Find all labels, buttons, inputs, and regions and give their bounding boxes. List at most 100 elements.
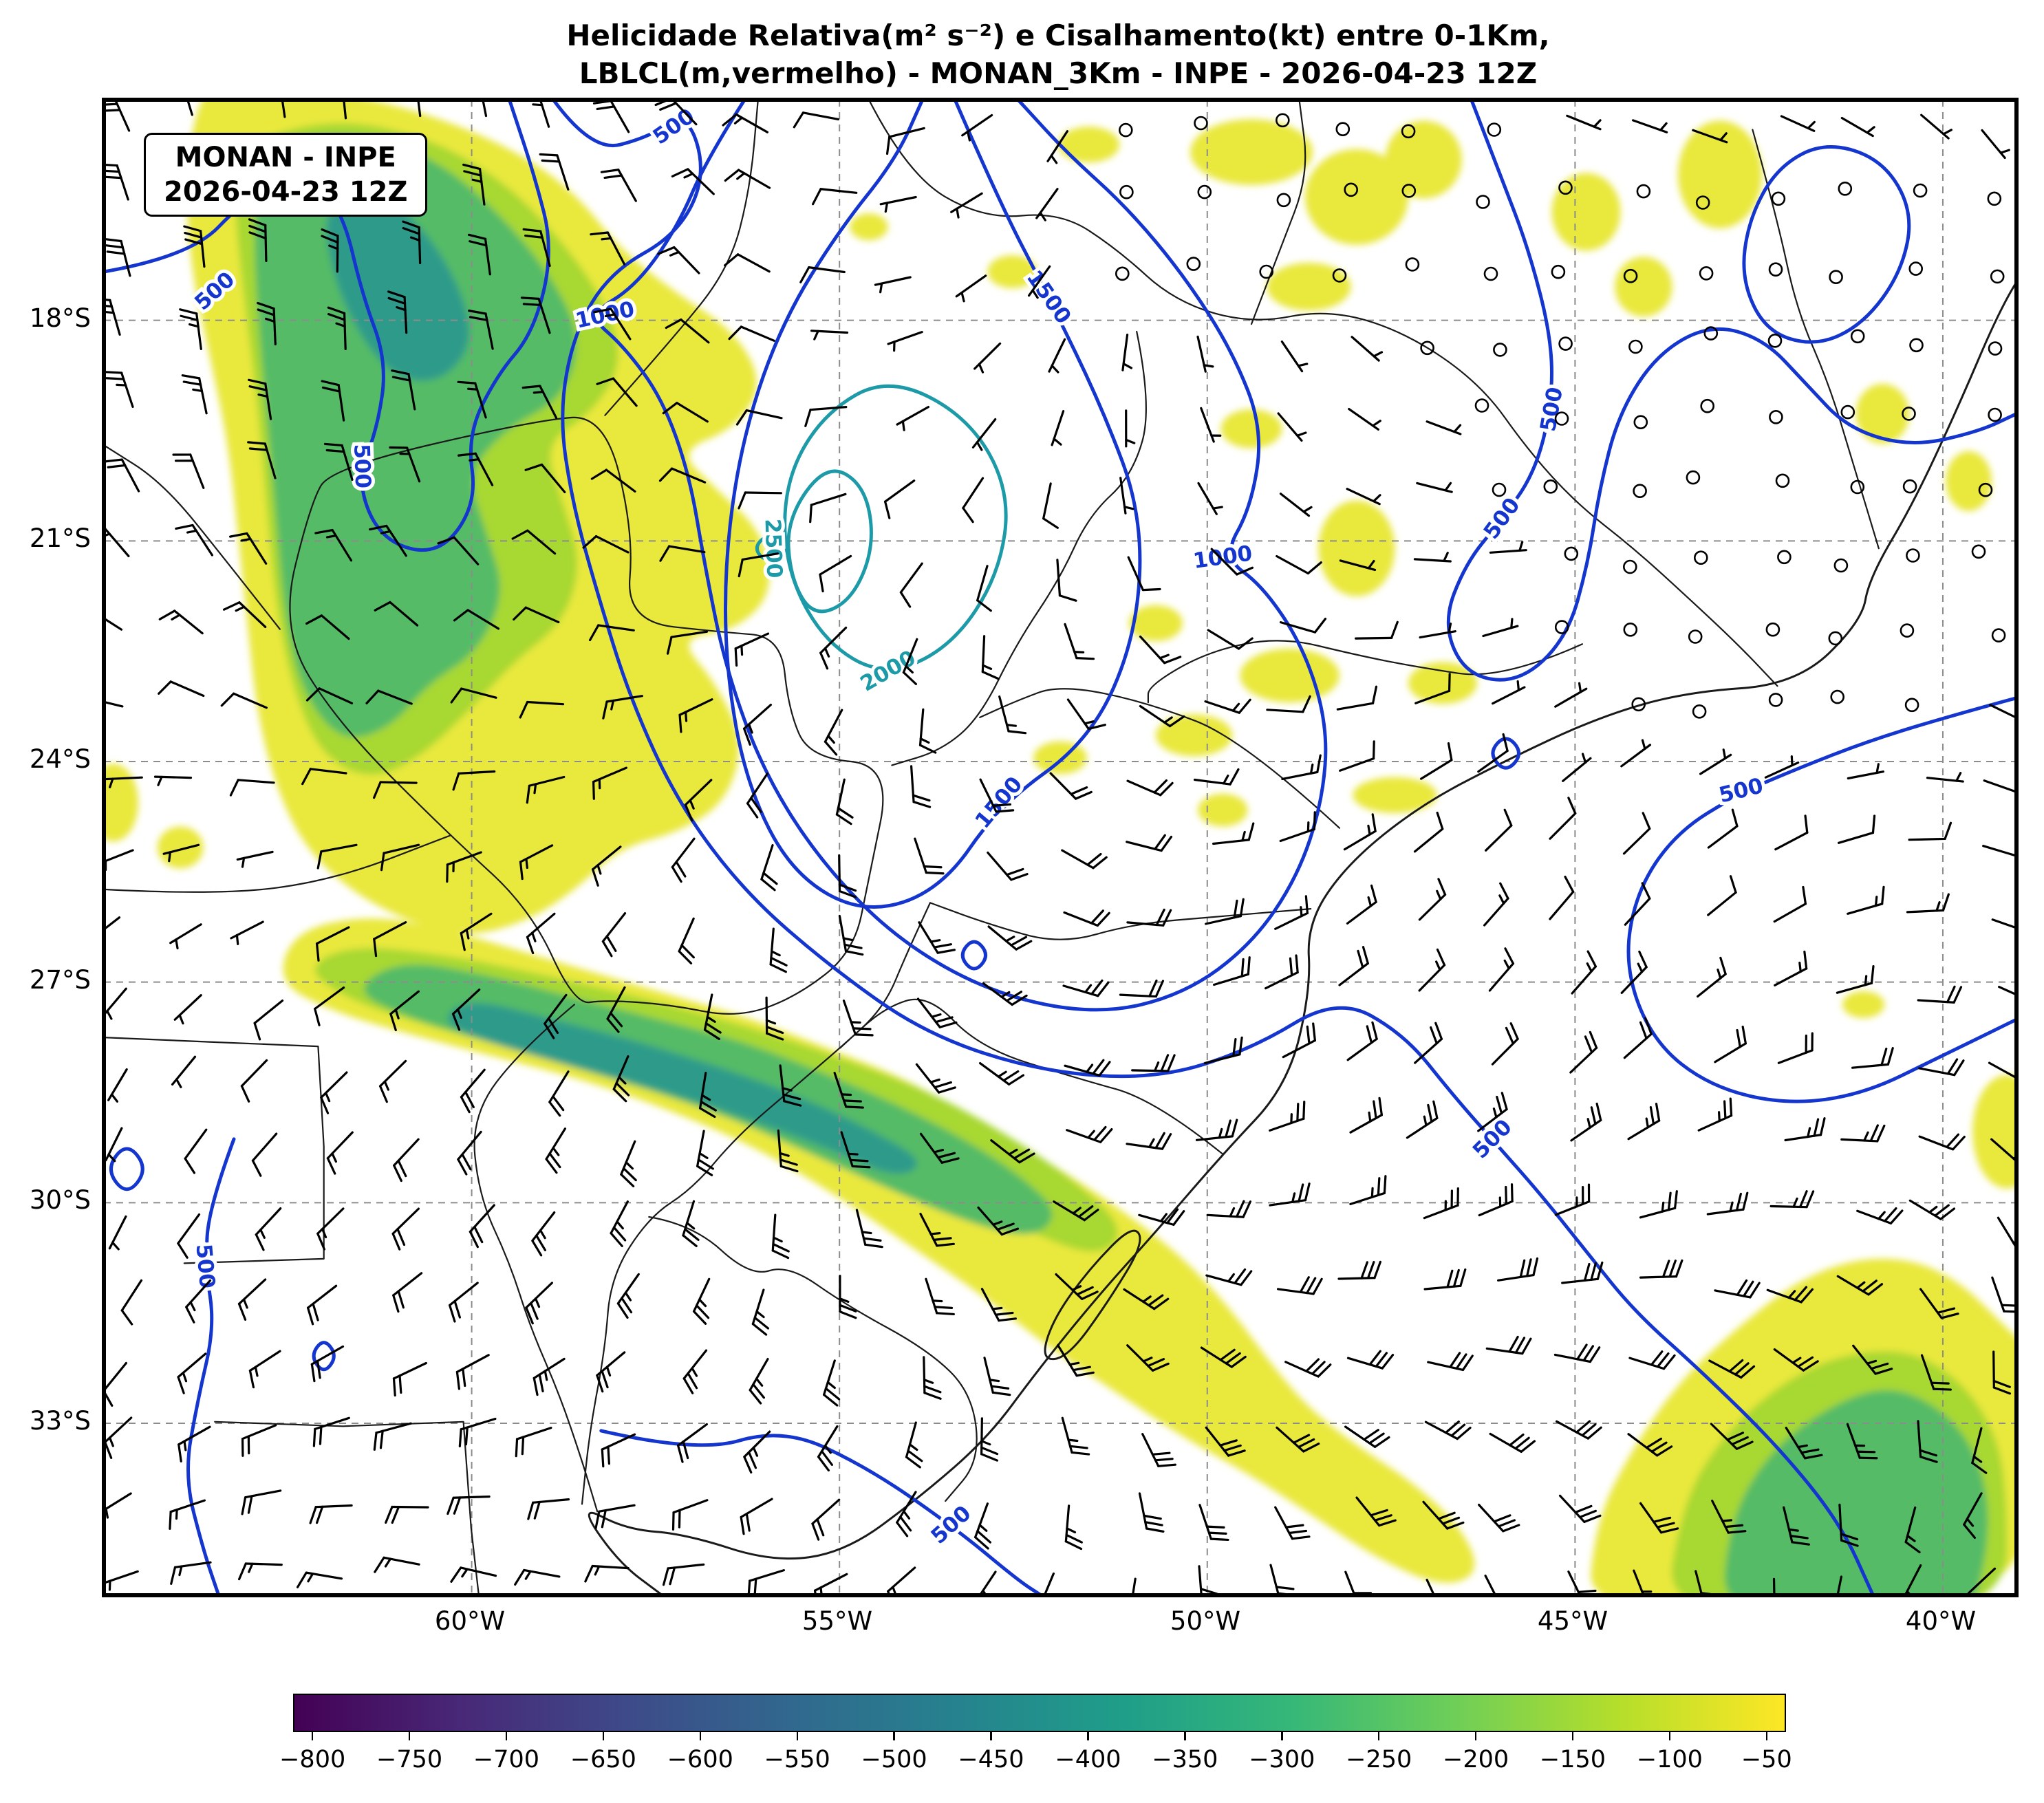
wind-barb — [1627, 1103, 1661, 1141]
wind-barb — [1337, 1260, 1381, 1280]
wind-barb — [1847, 763, 1884, 780]
wind-barb — [1620, 739, 1652, 768]
wind-barb — [385, 1505, 429, 1524]
wind-barb — [532, 1357, 566, 1396]
wind-barb — [524, 463, 566, 494]
wind-barb — [306, 1284, 338, 1326]
wind-barb — [1549, 797, 1577, 840]
wind-barb — [979, 778, 1015, 813]
wind-barb — [1991, 1276, 2016, 1313]
wind-barb — [842, 1000, 874, 1037]
geo-border — [1147, 640, 1583, 704]
calm-circle — [1119, 122, 1133, 138]
wind-barb — [1628, 1350, 1676, 1370]
wind-barb — [1205, 1426, 1246, 1457]
colorbar-tick — [1281, 1732, 1283, 1740]
calm-circle — [1420, 341, 1434, 356]
wind-barb — [749, 1357, 769, 1405]
wind-barb — [671, 837, 696, 883]
wind-barb — [1343, 813, 1377, 851]
wind-barb — [515, 1426, 552, 1458]
colorbar-tick — [505, 1732, 508, 1740]
wind-barb-layer — [104, 100, 2016, 1595]
wind-barb — [1484, 808, 1513, 852]
wind-barb — [183, 225, 206, 268]
lat-tick-label: 30°S — [29, 1185, 91, 1215]
wind-barb — [1624, 882, 1651, 926]
calm-circle — [1633, 415, 1648, 430]
wind-barb — [1554, 682, 1588, 708]
colorbar-tick-label: −100 — [1636, 1746, 1703, 1773]
wind-barb — [1198, 1504, 1229, 1542]
wind-barb — [833, 1071, 864, 1109]
wind-barb — [458, 452, 494, 486]
wind-barb — [1064, 1059, 1111, 1077]
lcl-contour — [596, 100, 1328, 1012]
wind-barb — [662, 402, 709, 423]
wind-barb — [326, 1131, 354, 1175]
wind-barb — [1338, 946, 1369, 986]
calm-circle — [1688, 629, 1703, 644]
wind-barb — [1561, 1261, 1604, 1284]
wind-barb — [104, 1416, 133, 1459]
wind-barb — [460, 912, 493, 951]
wind-barb — [1989, 704, 2016, 722]
wind-barb — [153, 775, 193, 786]
calm-circle — [1700, 398, 1714, 413]
wind-barb — [310, 1345, 345, 1383]
colorbar-tick-label: −50 — [1741, 1746, 1792, 1773]
wind-barb — [469, 1204, 495, 1249]
wind-barb — [600, 169, 637, 202]
wind-barb — [521, 385, 558, 419]
wind-barb — [1838, 1503, 1859, 1547]
wind-barb — [584, 1564, 630, 1583]
wind-barb — [1269, 1101, 1306, 1132]
wind-barb — [1991, 918, 2016, 933]
wind-barb — [414, 100, 422, 118]
wind-barb — [1633, 1569, 1653, 1595]
wind-barb — [1418, 948, 1446, 992]
wind-barb — [812, 188, 858, 206]
lcl-contour — [1626, 696, 2016, 1103]
colorbar-tick-label: −200 — [1443, 1746, 1509, 1773]
wind-barb — [1489, 541, 1527, 554]
wind-barb — [1489, 1432, 1536, 1454]
contour-label: 1000 — [1192, 541, 1254, 574]
colorbar-tick-label: −450 — [958, 1746, 1024, 1773]
wind-barb — [1266, 695, 1311, 713]
helicity-fill-patch — [1198, 793, 1248, 827]
wind-barb — [104, 100, 131, 132]
wind-barb — [321, 380, 345, 422]
contour-label: 500 — [1536, 385, 1568, 433]
wind-barb — [981, 635, 1000, 680]
wind-barb — [525, 1282, 554, 1325]
wind-barb — [1570, 1102, 1602, 1142]
wind-barb — [1920, 1354, 1952, 1391]
geo-border — [604, 100, 759, 416]
wind-barb — [1406, 1100, 1439, 1139]
wind-barb — [1269, 1183, 1311, 1207]
wind-barb — [1419, 742, 1453, 780]
wind-barb — [1488, 947, 1515, 992]
geo-border — [1752, 129, 1880, 550]
geo-border — [1044, 1229, 1141, 1361]
calm-circle — [1971, 544, 1986, 559]
wind-barb — [590, 231, 626, 266]
wind-barb — [738, 491, 782, 510]
calm-circle — [1833, 558, 1849, 573]
wind-barb — [462, 163, 486, 206]
wind-barb — [896, 406, 930, 431]
colorbar-tick — [1474, 1732, 1477, 1740]
wind-barb — [982, 982, 1028, 1006]
figure-title-line2: LBLCL(m,vermelho) - MONAN_3Km - INPE - 2… — [579, 56, 1538, 90]
wind-barb — [1983, 779, 2016, 794]
lcl-contour — [551, 100, 1875, 1595]
wind-barb — [104, 528, 130, 558]
wind-barb — [682, 1349, 708, 1394]
wind-barb — [879, 195, 917, 213]
wind-barb — [1339, 559, 1377, 572]
wind-barb — [104, 1492, 132, 1531]
wind-barb — [1920, 114, 1952, 140]
colorbar-tick-label: −400 — [1055, 1746, 1121, 1773]
wind-barb — [238, 1562, 283, 1581]
